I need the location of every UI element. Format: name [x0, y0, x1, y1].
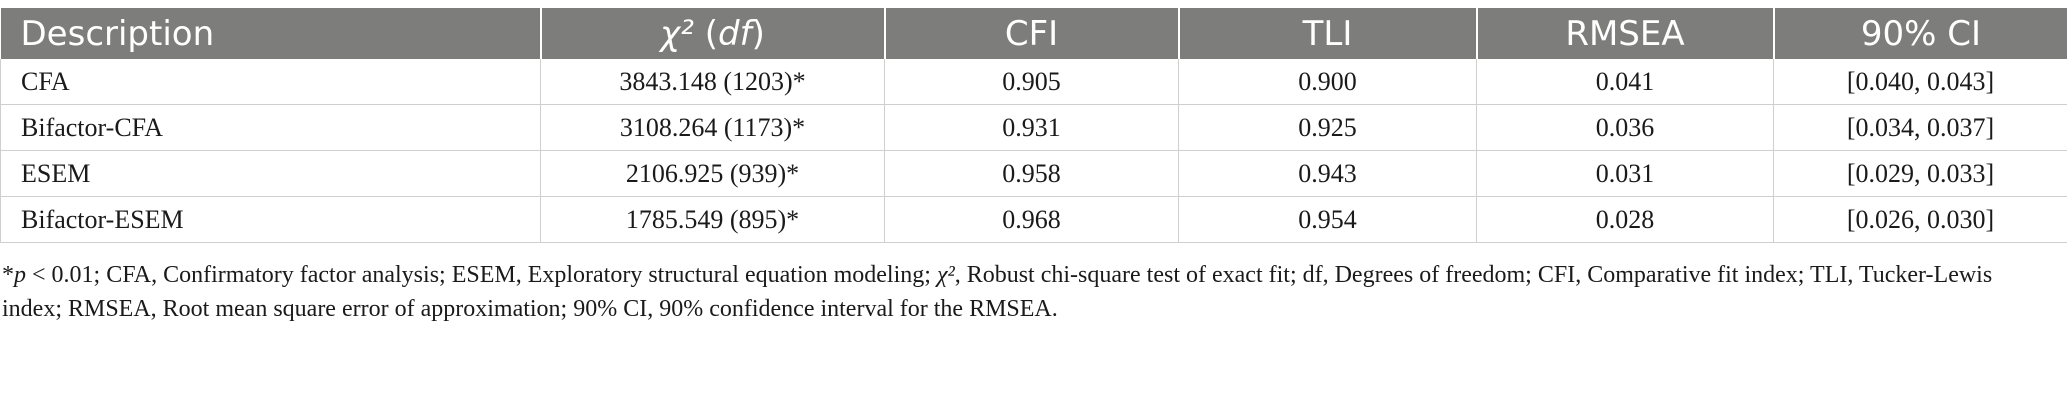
cell-tli: 0.954 — [1178, 196, 1477, 243]
table-row: ESEM 2106.925 (939)* 0.958 0.943 0.031 [… — [0, 150, 2067, 197]
cell-description: CFA — [0, 59, 541, 105]
header-rmsea: RMSEA — [1475, 8, 1774, 59]
fit-indices-table: Description χ² (df) CFI TLI RMSEA 90% CI… — [0, 8, 2067, 243]
cell-cfi: 0.905 — [884, 59, 1179, 105]
table-header: Description χ² (df) CFI TLI RMSEA 90% CI — [0, 8, 2067, 59]
cell-ci: [0.040, 0.043] — [1773, 59, 2067, 105]
header-tli: TLI — [1177, 8, 1477, 59]
table-row: Bifactor-CFA 3108.264 (1173)* 0.931 0.92… — [0, 104, 2067, 151]
header-row: Description χ² (df) CFI TLI RMSEA 90% CI — [0, 8, 2067, 59]
header-chi-symbol: χ² — [660, 13, 694, 54]
header-description: Description — [0, 8, 541, 59]
cell-description: Bifactor-ESEM — [0, 196, 541, 243]
cell-tli: 0.900 — [1178, 59, 1477, 105]
fit-indices-table-wrapper: Description χ² (df) CFI TLI RMSEA 90% CI… — [0, 8, 2067, 243]
cell-description: Bifactor-CFA — [0, 104, 541, 151]
table-row: CFA 3843.148 (1203)* 0.905 0.900 0.041 [… — [0, 59, 2067, 105]
cell-description: ESEM — [0, 150, 541, 197]
cell-chi-square: 1785.549 (895)* — [540, 196, 885, 243]
footnote-star: * — [2, 262, 14, 288]
cell-cfi: 0.968 — [884, 196, 1179, 243]
header-df: df — [718, 13, 752, 54]
footnote-p: p — [14, 262, 26, 288]
cell-rmsea: 0.041 — [1476, 59, 1774, 105]
header-chi-paren-open: ( — [693, 13, 718, 54]
cell-rmsea: 0.036 — [1476, 104, 1774, 151]
cell-rmsea: 0.031 — [1476, 150, 1774, 197]
cell-cfi: 0.931 — [884, 104, 1179, 151]
cell-rmsea: 0.028 — [1476, 196, 1774, 243]
cell-ci: [0.029, 0.033] — [1773, 150, 2067, 197]
header-chi-paren-close: ) — [751, 13, 765, 54]
cell-tli: 0.943 — [1178, 150, 1477, 197]
cell-chi-square: 3843.148 (1203)* — [540, 59, 885, 105]
header-ci: 90% CI — [1772, 8, 2067, 59]
table-footnote: *p < 0.01; CFA, Confirmatory factor anal… — [2, 258, 2052, 326]
cell-tli: 0.925 — [1178, 104, 1477, 151]
cell-cfi: 0.958 — [884, 150, 1179, 197]
table-row: Bifactor-ESEM 1785.549 (895)* 0.968 0.95… — [0, 196, 2067, 243]
header-chi-square: χ² (df) — [539, 8, 885, 59]
footnote-chi: χ² — [936, 262, 955, 288]
cell-chi-square: 2106.925 (939)* — [540, 150, 885, 197]
footnote-rest: , Robust chi-square test of exact fit; d… — [2, 262, 1993, 322]
cell-ci: [0.026, 0.030] — [1773, 196, 2067, 243]
table-body: CFA 3843.148 (1203)* 0.905 0.900 0.041 [… — [0, 59, 2067, 243]
cell-chi-square: 3108.264 (1173)* — [540, 104, 885, 151]
cell-ci: [0.034, 0.037] — [1773, 104, 2067, 151]
header-cfi: CFI — [883, 8, 1179, 59]
footnote-p-rest: < 0.01; CFA, Confirmatory factor analysi… — [26, 262, 937, 288]
